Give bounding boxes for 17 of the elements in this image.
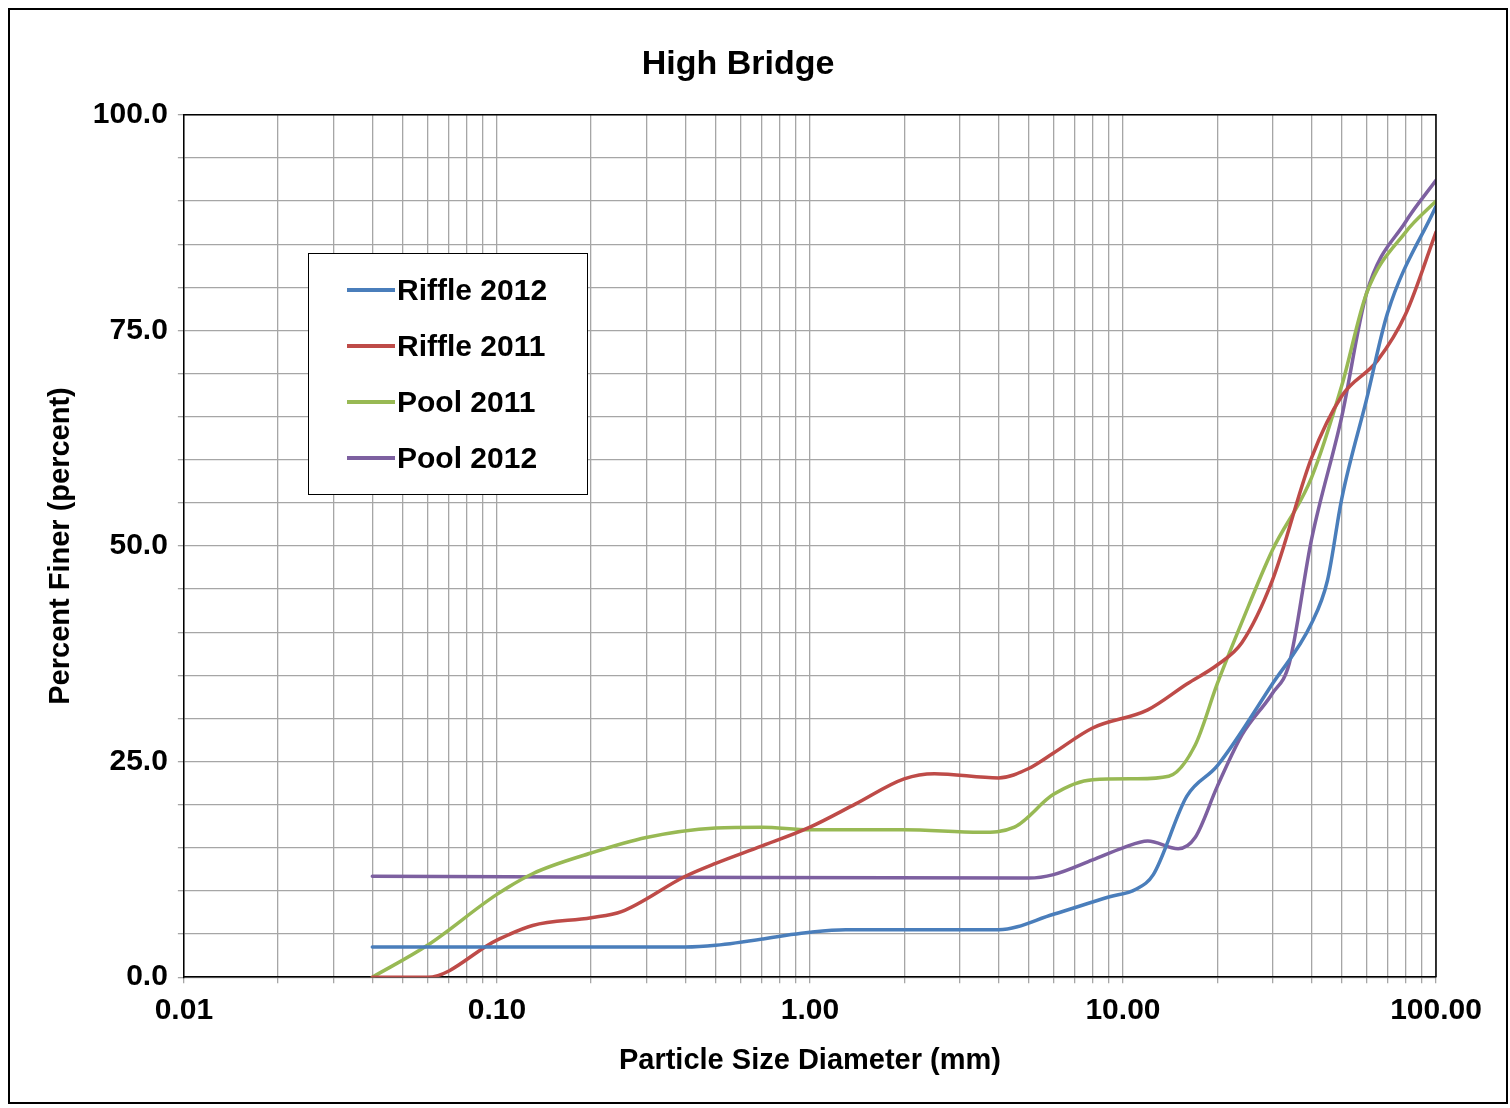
y-tick-label: 0.0: [126, 958, 168, 992]
y-tick-label: 75.0: [109, 311, 168, 345]
legend-label: Pool 2012: [397, 441, 538, 475]
y-axis-title: Percent Finer (percent): [43, 387, 76, 705]
legend-label: Pool 2011: [397, 385, 536, 419]
chart-title: High Bridge: [641, 42, 835, 81]
legend-label: Riffle 2012: [397, 273, 548, 307]
legend-label: Riffle 2011: [397, 329, 546, 363]
x-tick-label: 1.00: [780, 992, 840, 1026]
y-tick-label: 25.0: [109, 742, 168, 776]
y-tick-label: 50.0: [109, 527, 168, 561]
x-axis-title: Particle Size Diameter (mm): [618, 1042, 1001, 1075]
x-tick-label: 0.10: [467, 992, 527, 1026]
x-tick-label: 10.00: [1085, 992, 1161, 1026]
x-tick-label: 0.01: [154, 992, 214, 1026]
x-tick-label: 100.00: [1390, 992, 1482, 1026]
y-tick-label: 100.0: [92, 96, 168, 130]
